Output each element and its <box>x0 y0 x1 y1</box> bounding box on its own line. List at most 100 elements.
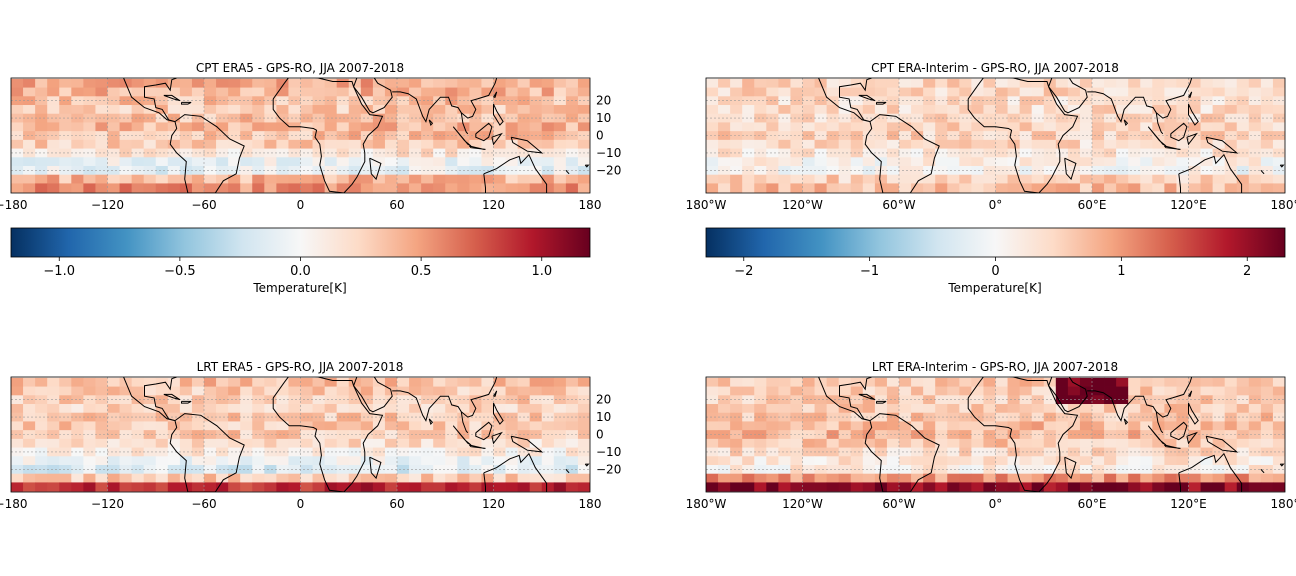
heatmap-cell <box>1188 87 1201 97</box>
heatmap-cell <box>143 157 157 167</box>
heatmap-cell <box>191 122 205 132</box>
heatmap-cell <box>778 456 791 466</box>
heatmap-cell <box>730 87 743 97</box>
heatmap-cell <box>288 456 301 466</box>
heatmap-cell <box>1019 113 1033 123</box>
colorbar-ticks: −1.0 −0.5 0.0 0.5 1.0 <box>43 257 552 279</box>
heatmap-cell <box>947 377 960 387</box>
heatmap-cell <box>1164 87 1177 97</box>
heatmap-cell <box>240 395 253 405</box>
heatmap-cell <box>324 87 338 97</box>
colorbar-tick-label: 0.5 <box>411 264 432 279</box>
heatmap-cell <box>778 139 791 149</box>
heatmap-cell <box>421 183 434 193</box>
heatmap-cell <box>119 482 133 492</box>
heatmap-cell <box>336 165 350 176</box>
coastline <box>584 164 590 168</box>
heatmap-cell <box>276 377 289 387</box>
heatmap-cell <box>397 421 410 431</box>
heatmap-cell <box>1043 395 1057 405</box>
heatmap-cell <box>935 456 948 466</box>
coastline <box>460 112 469 135</box>
heatmap-cell <box>179 87 193 97</box>
heatmap-cell <box>179 447 193 457</box>
heatmap-cell <box>706 404 719 414</box>
heatmap-cell <box>300 174 313 184</box>
heatmap-cell <box>959 122 972 132</box>
heatmap-cell <box>1092 456 1105 466</box>
heatmap-cell <box>95 96 108 106</box>
heatmap-cell <box>983 165 996 176</box>
heatmap-cell <box>1055 386 1069 396</box>
heatmap-cell <box>35 447 48 457</box>
heatmap-cell <box>1055 438 1069 448</box>
heatmap-cell <box>874 404 888 414</box>
heatmap-cell <box>348 464 362 475</box>
heatmap-cell <box>131 386 145 396</box>
heatmap-cell <box>252 183 265 193</box>
heatmap-cell <box>300 456 313 466</box>
lon-tick-label: 60 <box>389 497 404 511</box>
coastlines <box>123 377 590 492</box>
heatmap-cell <box>47 421 60 431</box>
heatmap-cell <box>1079 105 1093 115</box>
heatmap-cell <box>204 165 217 176</box>
heatmap-cell <box>1031 105 1045 115</box>
heatmap-cell <box>384 105 398 115</box>
heatmap-cell <box>766 105 779 115</box>
heatmap-cell <box>886 430 900 440</box>
heatmap-cell <box>167 430 181 440</box>
heatmap-cell <box>143 87 157 97</box>
heatmap-cell <box>862 377 876 387</box>
heatmap-cell <box>1164 174 1177 184</box>
heatmap-cell <box>1079 377 1093 387</box>
heatmap-cell <box>1043 447 1057 457</box>
heatmap-cell <box>1128 456 1141 466</box>
heatmap-cell <box>252 386 265 396</box>
heatmap-cell <box>179 430 193 440</box>
map-title: LRT ERA5 - GPS-RO, JJA 2007-2018 <box>197 360 404 374</box>
heatmap-cell <box>766 386 779 396</box>
heatmap-cell <box>312 395 326 405</box>
heatmap-cell <box>886 456 900 466</box>
heatmap-cell <box>959 157 972 167</box>
heatmap-cell <box>1176 174 1189 184</box>
heatmap-cell <box>995 421 1008 431</box>
heatmap-cell <box>838 165 852 176</box>
heatmap-cell <box>802 482 815 492</box>
heatmap-cell <box>911 473 924 483</box>
coastlines <box>818 78 1285 193</box>
heatmap-cell <box>71 113 84 123</box>
heatmap-cell <box>47 96 60 106</box>
lon-tick-label: 120°E <box>1170 198 1207 212</box>
lon-tick-label: 60°W <box>882 497 915 511</box>
heatmap-cell <box>204 96 217 106</box>
heatmap-cell <box>35 404 48 414</box>
heatmap-cell <box>874 183 888 193</box>
lon-tick-label: 180° <box>1271 497 1296 511</box>
heatmap-cell <box>971 113 984 123</box>
heatmap-cell <box>754 113 767 123</box>
heatmap-cell <box>911 131 924 141</box>
heatmap-cell <box>959 377 972 387</box>
heatmap-cell <box>814 113 828 123</box>
heatmap-cell <box>1043 131 1057 141</box>
heatmap-cell <box>874 447 888 457</box>
heatmap-cell <box>240 482 253 492</box>
heatmap-cell <box>23 395 36 405</box>
heatmap-cell <box>874 96 888 106</box>
heatmap-cell <box>1176 157 1189 167</box>
heatmap-cell <box>1031 421 1045 431</box>
heatmap-cell <box>1079 456 1093 466</box>
heatmap-cell <box>923 183 936 193</box>
heatmap-cell <box>995 131 1008 141</box>
heatmap-cell <box>59 482 72 492</box>
heatmap-cell <box>814 122 828 132</box>
heatmap-cell <box>191 447 205 457</box>
heatmap-cell <box>971 122 984 132</box>
heatmap-cell <box>264 412 277 422</box>
heatmap-cell <box>95 473 108 483</box>
heatmap-cell <box>1007 482 1021 492</box>
heatmap-cell <box>529 122 543 132</box>
heatmap-cell <box>119 139 133 149</box>
